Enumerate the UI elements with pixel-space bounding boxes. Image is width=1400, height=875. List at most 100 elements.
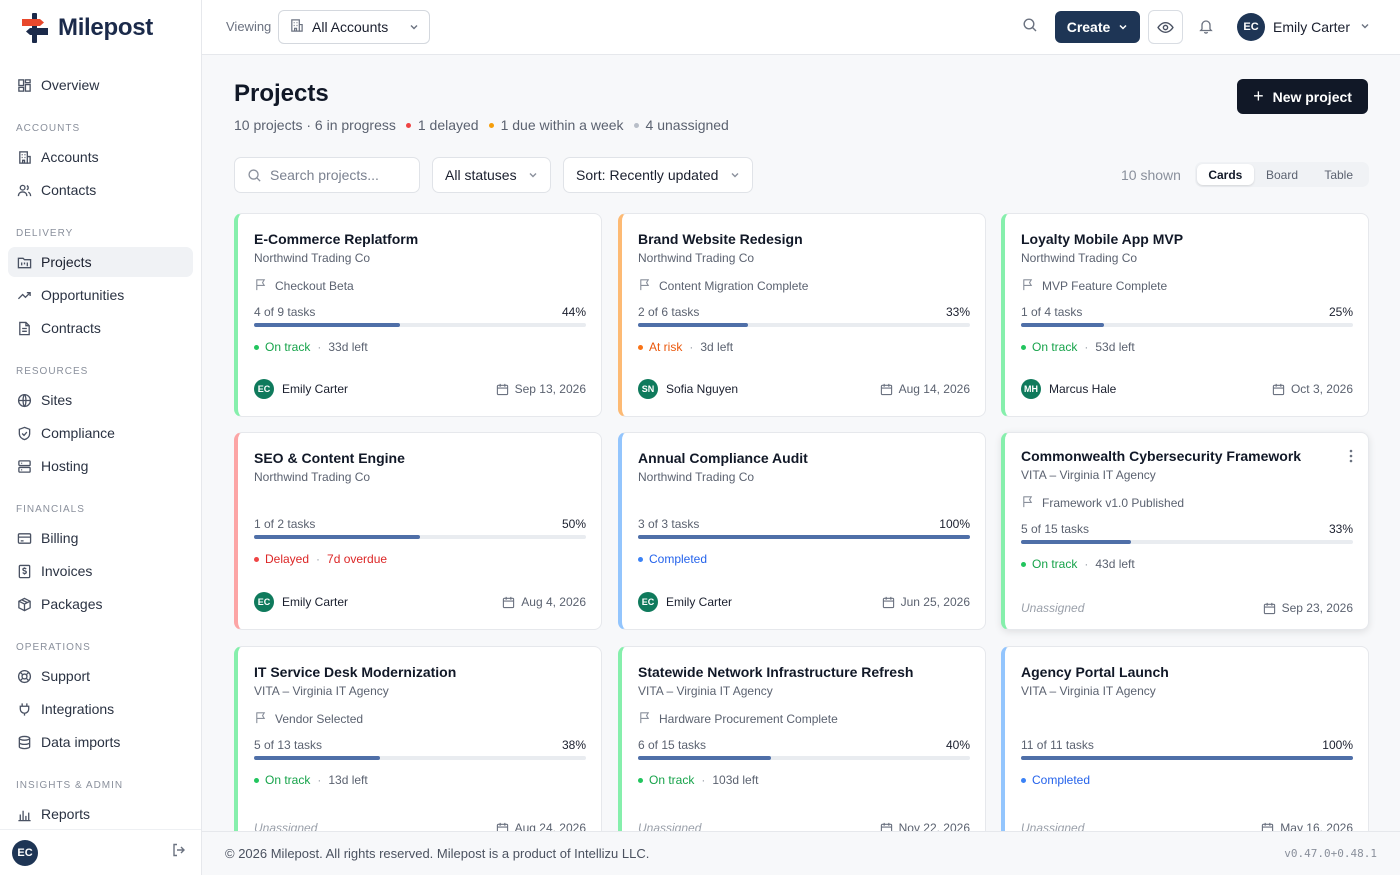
- progress-bar: [638, 323, 970, 327]
- copyright: © 2026 Milepost. All rights reserved. Mi…: [225, 846, 650, 861]
- status-dot-icon: [638, 777, 643, 783]
- project-owner[interactable]: Unassigned: [1021, 601, 1084, 615]
- project-owner[interactable]: EC Emily Carter: [254, 379, 348, 399]
- task-count: 11 of 11 tasks: [1021, 738, 1094, 752]
- view-table-tab[interactable]: Table: [1324, 167, 1354, 182]
- owner-name: Unassigned: [1021, 601, 1085, 615]
- create-button-label: Create: [1066, 19, 1111, 35]
- avatar[interactable]: EC: [12, 839, 38, 866]
- sidebar-item-data-imports[interactable]: Data imports: [8, 727, 193, 757]
- view-board-tab[interactable]: Board: [1265, 167, 1299, 182]
- search-input[interactable]: [270, 167, 410, 183]
- owner-name: Emily Carter: [282, 595, 349, 609]
- sidebar-item-compliance[interactable]: Compliance: [8, 418, 193, 448]
- status-label: Delayed: [265, 552, 310, 566]
- search-icon[interactable]: [1022, 17, 1038, 38]
- project-search[interactable]: [234, 157, 420, 193]
- project-card[interactable]: SEO & Content Engine Northwind Trading Co…: [234, 432, 602, 630]
- project-client: Northwind Trading Co: [1021, 251, 1138, 265]
- calendar-icon: [1261, 822, 1280, 831]
- delayed-dot-icon: [405, 122, 411, 128]
- task-count: 1 of 4 tasks: [1021, 305, 1083, 319]
- avatar: EC: [254, 592, 274, 612]
- progress-bar-fill: [638, 323, 748, 327]
- progress-percent: 40%: [945, 738, 970, 752]
- project-owner[interactable]: Unassigned: [638, 821, 701, 831]
- summary-count: 10 projects · 6 in progress: [234, 117, 396, 133]
- project-client: VITA – Virginia IT Agency: [638, 684, 773, 698]
- sidebar-item-packages[interactable]: Packages: [8, 589, 193, 619]
- sidebar-item-label: Reports: [41, 806, 91, 822]
- project-owner[interactable]: EC Emily Carter: [254, 592, 348, 612]
- trend-up-icon: [16, 287, 32, 303]
- sidebar-item-billing[interactable]: Billing: [8, 523, 193, 553]
- project-card[interactable]: IT Service Desk Modernization VITA – Virg…: [234, 646, 602, 831]
- sidebar-item-projects[interactable]: Projects: [8, 247, 193, 277]
- project-card[interactable]: Commonwealth Cybersecurity Framework VITA…: [1001, 432, 1369, 630]
- summary-delayed: 1 delayed: [417, 117, 479, 133]
- preview-button[interactable]: [1148, 10, 1183, 44]
- sidebar-item-invoices[interactable]: Invoices: [8, 556, 193, 586]
- summary-unassigned: 4 unassigned: [645, 117, 729, 133]
- summary-due: 1 due within a week: [500, 117, 624, 133]
- project-owner[interactable]: SN Sofia Nguyen: [638, 379, 738, 399]
- bell-icon[interactable]: [1198, 18, 1214, 39]
- progress-bar-fill: [254, 323, 401, 327]
- sidebar-item-support[interactable]: Support: [8, 661, 193, 691]
- status-filter[interactable]: All statuses: [432, 157, 551, 193]
- sidebar-item-integrations[interactable]: Integrations: [8, 694, 193, 724]
- more-vertical-icon[interactable]: [1349, 449, 1353, 468]
- sidebar-item-reports[interactable]: Reports: [8, 799, 193, 829]
- project-owner[interactable]: Unassigned: [1021, 821, 1084, 831]
- sidebar-item-label: Compliance: [41, 425, 115, 441]
- sidebar-item-overview[interactable]: Overview: [8, 70, 193, 100]
- project-card[interactable]: Loyalty Mobile App MVP Northwind Trading …: [1001, 213, 1369, 417]
- project-due-date: Aug 24, 2026: [496, 821, 586, 831]
- flag-icon: [1021, 278, 1034, 294]
- sidebar-item-contacts[interactable]: Contacts: [8, 175, 193, 205]
- sidebar-footer: EC: [0, 829, 201, 875]
- project-owner[interactable]: EC Emily Carter: [638, 592, 732, 612]
- project-due-date: Aug 4, 2026: [502, 595, 586, 609]
- sidebar-item-label: Invoices: [41, 563, 93, 579]
- sort-select[interactable]: Sort: Recently updated: [563, 157, 753, 193]
- progress-bar: [1021, 323, 1353, 327]
- sidebar-section-delivery: DELIVERY: [16, 228, 74, 239]
- sidebar-item-contracts[interactable]: Contracts: [8, 313, 193, 343]
- user-menu[interactable]: EC Emily Carter: [1237, 13, 1370, 41]
- sidebar-item-hosting[interactable]: Hosting: [8, 451, 193, 481]
- project-client: VITA – Virginia IT Agency: [254, 684, 389, 698]
- separator: ·: [1084, 340, 1089, 354]
- sidebar-item-accounts[interactable]: Accounts: [8, 142, 193, 172]
- create-button[interactable]: Create: [1055, 11, 1140, 43]
- calendar-icon: [882, 596, 901, 609]
- due-dot-icon: [488, 122, 494, 128]
- view-cards-tab[interactable]: Cards: [1197, 164, 1254, 185]
- project-card[interactable]: Agency Portal Launch VITA – Virginia IT A…: [1001, 646, 1369, 831]
- project-status: On track · 103d left: [638, 773, 758, 787]
- sidebar-item-label: Accounts: [41, 149, 99, 165]
- project-card[interactable]: Annual Compliance Audit Northwind Trading…: [618, 432, 986, 630]
- logout-icon[interactable]: [171, 842, 187, 863]
- progress-percent: 100%: [1322, 738, 1353, 752]
- milestone-label: Checkout Beta: [275, 279, 354, 293]
- status-dot-icon: [254, 344, 259, 350]
- sidebar-item-opportunities[interactable]: Opportunities: [8, 280, 193, 310]
- server-icon: [16, 458, 32, 474]
- task-count: 5 of 13 tasks: [254, 738, 323, 752]
- chevron-down-icon: [1360, 18, 1370, 36]
- sidebar-item-sites[interactable]: Sites: [8, 385, 193, 415]
- account-select[interactable]: All Accounts: [278, 10, 430, 44]
- project-owner[interactable]: Unassigned: [254, 821, 317, 831]
- project-card[interactable]: Statewide Network Infrastructure Refresh…: [618, 646, 986, 831]
- project-card[interactable]: E-Commerce Replatform Northwind Trading C…: [234, 213, 602, 417]
- project-owner[interactable]: MH Marcus Hale: [1021, 379, 1116, 399]
- building-icon: [16, 149, 32, 165]
- sidebar-item-label: Sites: [41, 392, 73, 408]
- project-card[interactable]: Brand Website Redesign Northwind Trading …: [618, 213, 986, 417]
- calendar-icon: [1263, 602, 1282, 615]
- project-milestone: Vendor Selected: [254, 711, 363, 727]
- brand-logo[interactable]: Milepost: [18, 10, 153, 46]
- progress-bar: [1021, 540, 1353, 544]
- new-project-button[interactable]: + New project: [1237, 79, 1368, 114]
